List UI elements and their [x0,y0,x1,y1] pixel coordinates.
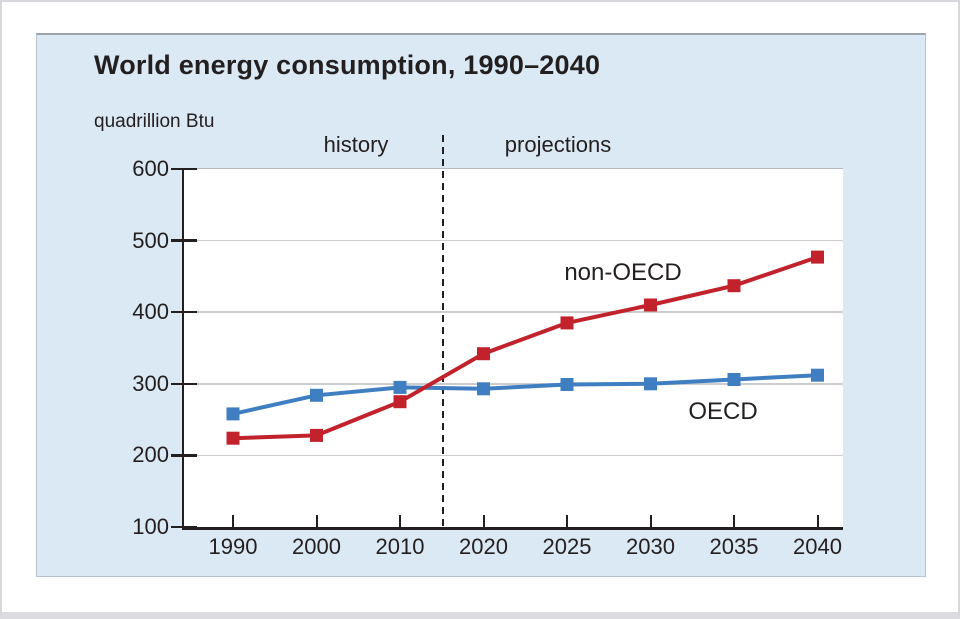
gridline-400 [184,311,843,313]
x-tick-label-2035: 2035 [709,534,759,559]
x-tick-label-2040: 2040 [793,534,842,559]
chart-title: World energy consumption, 1990–2040 [94,50,601,80]
non-OECD-line [232,255,819,441]
plot-top-border [184,167,843,169]
x-tick-1990 [232,515,234,527]
non-OECD-marker-2030 [644,298,657,312]
OECD-marker-2020 [477,382,490,396]
gridline-200 [184,454,843,457]
x-tick-2010 [399,515,401,527]
OECD-marker-2025 [560,378,574,391]
oecd-series-label: OECD [688,398,758,425]
OECD-marker-2030 [644,377,657,391]
non-OECD-marker-2040 [811,250,824,264]
plot-area [184,169,843,527]
x-tick-2020 [482,515,485,527]
y-tick-600 [171,167,197,171]
non-OECD-marker-2035 [727,279,741,293]
history-projections-divider-line [442,135,445,527]
chart-panel: World energy consumption, 1990–2040 quad… [36,33,926,577]
x-tick-label-2000: 2000 [292,534,341,559]
non-oecd-series-label: non-OECD [564,259,682,286]
x-tick-2000 [315,515,318,527]
x-tick-2035 [733,515,735,527]
OECD-line [232,373,818,416]
y-tick-label-200: 200 [132,442,169,468]
non-OECD-marker-1990 [226,431,240,445]
OECD-marker-2000 [310,388,323,402]
y-axis-unit-label: quadrillion Btu [94,111,215,132]
data-series-plot [226,250,824,445]
x-tick-label-2010: 2010 [375,534,425,559]
x-tick-label-2030: 2030 [626,534,675,559]
OECD-marker-2040 [811,368,824,382]
x-tick-label-1990: 1990 [208,534,258,559]
y-tick-500 [171,239,197,242]
y-tick-400 [171,310,197,314]
x-tick-label-2025: 2025 [542,534,592,559]
y-tick-100 [171,525,197,529]
non-OECD-marker-2000 [310,428,323,442]
y-tick-label-400: 400 [132,299,169,325]
non-OECD-marker-2020 [477,347,490,361]
x-tick-label-2020: 2020 [459,534,508,559]
OECD-marker-2010 [393,380,407,394]
x-tick-2040 [816,515,819,527]
y-tick-300 [171,382,197,386]
y-tick-label-600: 600 [132,156,169,181]
history-annotation: history [323,132,389,157]
y-tick-label-300: 300 [132,370,169,396]
gridline-500 [184,239,843,242]
x-tick-2030 [649,515,652,527]
projections-annotation: projections [504,132,612,157]
y-tick-200 [171,454,197,457]
OECD-marker-2035 [727,373,741,386]
non-OECD-marker-2025 [560,316,574,330]
y-tick-label-500: 500 [132,227,169,253]
OECD-marker-1990 [226,407,240,421]
non-OECD-marker-2010 [393,395,407,409]
x-axis-line [181,527,843,530]
gridline-300 [184,383,843,385]
y-tick-label-100: 100 [132,514,169,539]
x-tick-2025 [566,515,568,527]
y-axis-line [181,168,184,530]
